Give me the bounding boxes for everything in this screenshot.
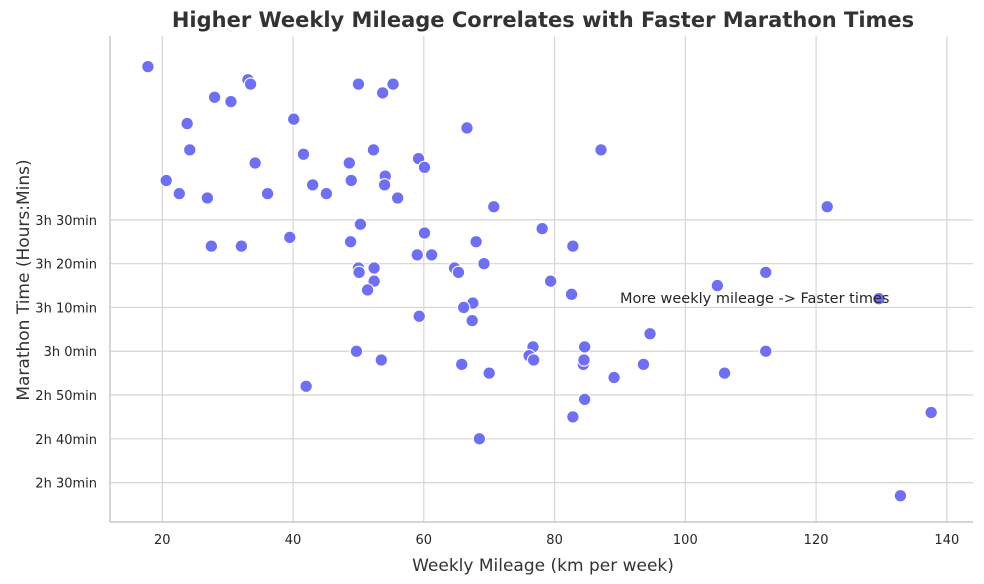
data-point — [260, 186, 275, 201]
data-point — [636, 357, 651, 372]
data-point — [390, 191, 405, 205]
data-point — [159, 173, 173, 188]
data-point — [643, 326, 657, 341]
data-point — [248, 156, 262, 170]
chart-annotation: More weekly mileage -> Faster times — [620, 291, 890, 307]
data-point — [451, 265, 466, 280]
data-point — [454, 357, 469, 372]
data-point — [243, 77, 258, 91]
data-point — [566, 239, 580, 253]
data-point — [299, 379, 313, 394]
data-point — [469, 235, 483, 249]
data-point — [342, 156, 357, 170]
data-point — [410, 248, 425, 262]
data-point — [172, 186, 187, 201]
data-point — [472, 432, 487, 446]
data-point — [286, 112, 301, 126]
data-point — [758, 265, 773, 280]
data-points — [141, 59, 938, 503]
x-tick-label: 120 — [804, 533, 829, 548]
y-tick-label: 3h 10min — [35, 301, 97, 316]
data-point — [535, 221, 549, 236]
y-tick-label: 2h 50min — [35, 389, 97, 404]
data-point — [872, 291, 886, 306]
x-tick-label: 20 — [154, 533, 171, 548]
data-point — [360, 283, 375, 297]
data-point — [566, 410, 580, 424]
data-point — [377, 178, 392, 192]
data-point — [234, 239, 249, 253]
data-point — [460, 121, 474, 135]
data-point — [141, 59, 155, 74]
tick-labels: 20 40 60 80 100 120 140 2h 30min 2h 40min 2h 50mi… — [35, 214, 959, 548]
data-point — [375, 86, 390, 100]
data-point — [305, 178, 320, 192]
data-point — [758, 344, 773, 358]
y-tick-label: 2h 30min — [35, 477, 97, 492]
data-point — [417, 226, 432, 240]
y-axis-label: Marathon Time (Hours:Mins) — [14, 159, 34, 400]
data-point — [526, 353, 541, 367]
data-point — [577, 392, 592, 407]
data-point — [349, 344, 364, 358]
data-point — [366, 143, 381, 157]
x-tick-label: 60 — [416, 533, 433, 548]
y-tick-label: 3h 30min — [35, 214, 97, 229]
y-tick-label: 3h 0min — [44, 345, 97, 360]
data-point — [465, 313, 479, 328]
data-point — [319, 186, 334, 201]
data-point — [456, 300, 471, 315]
data-point — [820, 200, 834, 214]
y-tick-label: 2h 40min — [35, 433, 97, 448]
data-point — [344, 173, 358, 188]
data-point — [893, 488, 908, 503]
data-point — [577, 340, 592, 354]
data-point — [283, 230, 297, 245]
x-tick-label: 40 — [285, 533, 302, 548]
data-point — [577, 353, 591, 367]
y-tick-label: 3h 20min — [35, 258, 97, 273]
chart-title: Higher Weekly Mileage Correlates with Fa… — [172, 8, 914, 32]
data-point — [594, 143, 608, 157]
data-point — [543, 274, 558, 288]
data-point — [367, 261, 381, 275]
data-point — [487, 200, 501, 214]
data-point — [477, 256, 491, 271]
data-point — [417, 160, 432, 175]
data-point — [482, 366, 496, 380]
gridlines — [110, 36, 973, 522]
data-point — [353, 217, 368, 232]
x-tick-label: 80 — [546, 533, 563, 548]
data-point — [564, 287, 579, 302]
data-point — [224, 94, 238, 109]
x-tick-label: 100 — [673, 533, 698, 548]
data-point — [374, 353, 389, 367]
data-point — [296, 147, 311, 161]
data-point — [204, 239, 219, 253]
data-point — [717, 366, 732, 380]
data-point — [412, 309, 426, 323]
data-point — [351, 77, 366, 91]
data-point — [343, 235, 358, 249]
data-point — [924, 405, 938, 420]
data-point — [180, 116, 194, 131]
axis-spines — [109, 36, 973, 523]
data-point — [386, 77, 400, 91]
data-point — [207, 90, 222, 105]
data-point — [710, 278, 725, 293]
data-point — [607, 370, 621, 385]
data-point — [200, 191, 215, 205]
x-axis-label: Weekly Mileage (km per week) — [412, 556, 674, 576]
data-point — [424, 248, 439, 262]
data-point — [352, 265, 366, 280]
x-tick-label: 140 — [934, 533, 959, 548]
data-point — [183, 143, 197, 157]
